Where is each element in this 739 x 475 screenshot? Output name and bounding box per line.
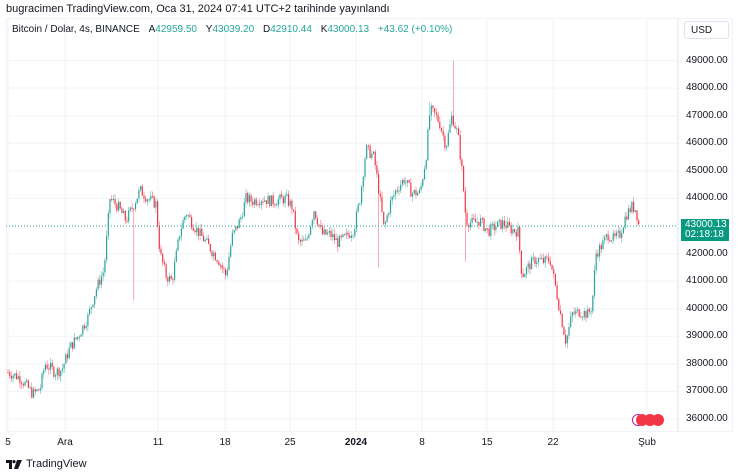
price-tick-label: 36000.00 [686, 412, 728, 424]
last-price: 43000.13 [685, 219, 727, 230]
symbol-label[interactable]: Bitcoin / Dolar, 4s, BINANCE [12, 24, 140, 35]
price-tick-label: 37000.00 [686, 385, 728, 397]
time-tick-label: 5 [5, 437, 11, 448]
time-tick-label: Şub [638, 437, 656, 448]
price-tick-label: 44000.00 [686, 192, 728, 204]
us-flag-event-icon[interactable] [652, 414, 664, 426]
ohlc-legend: Bitcoin / Dolar, 4s, BINANCE A42959.50 Y… [12, 24, 453, 35]
close-value: 43000.13 [327, 24, 370, 35]
time-tick-label: 22 [547, 437, 559, 448]
price-tick-label: 47000.00 [686, 109, 728, 121]
time-tick-label: 15 [481, 437, 493, 448]
currency-button[interactable]: USD [684, 21, 729, 39]
bar-countdown: 02:18:18 [685, 229, 724, 240]
price-tick-label: 46000.00 [686, 137, 728, 149]
price-tick-label: 38000.00 [686, 357, 728, 369]
chart-frame [6, 18, 733, 432]
time-tick-label: 11 [152, 437, 164, 448]
tradingview-brand: TradingView [6, 458, 87, 470]
price-tick-label: 45000.00 [686, 164, 728, 176]
time-tick-label: 25 [284, 437, 296, 448]
last-price-tag: 43000.13 02:18:18 [681, 219, 729, 241]
change-value: +43.62 (+0.10%) [377, 24, 453, 35]
price-tick-label: 39000.00 [686, 330, 728, 342]
price-tick-label: 49000.00 [686, 54, 728, 66]
open-value: 42959.50 [155, 24, 197, 35]
price-tick-label: 42000.00 [686, 247, 728, 259]
time-tick-label: 18 [219, 437, 231, 448]
high-value: 43039.20 [212, 24, 255, 35]
time-tick-label: Ara [57, 437, 73, 448]
price-tick-label: 41000.00 [686, 275, 728, 287]
price-tick-label: 48000.00 [686, 82, 728, 94]
low-value: 42910.44 [270, 24, 312, 35]
time-tick-label: 2024 [344, 437, 368, 448]
time-tick-label: 8 [419, 437, 425, 448]
price-tick-label: 40000.00 [686, 302, 728, 314]
tradingview-logo-icon [6, 459, 22, 469]
published-caption: bugracimen TradingView.com, Oca 31, 2024… [6, 3, 390, 15]
